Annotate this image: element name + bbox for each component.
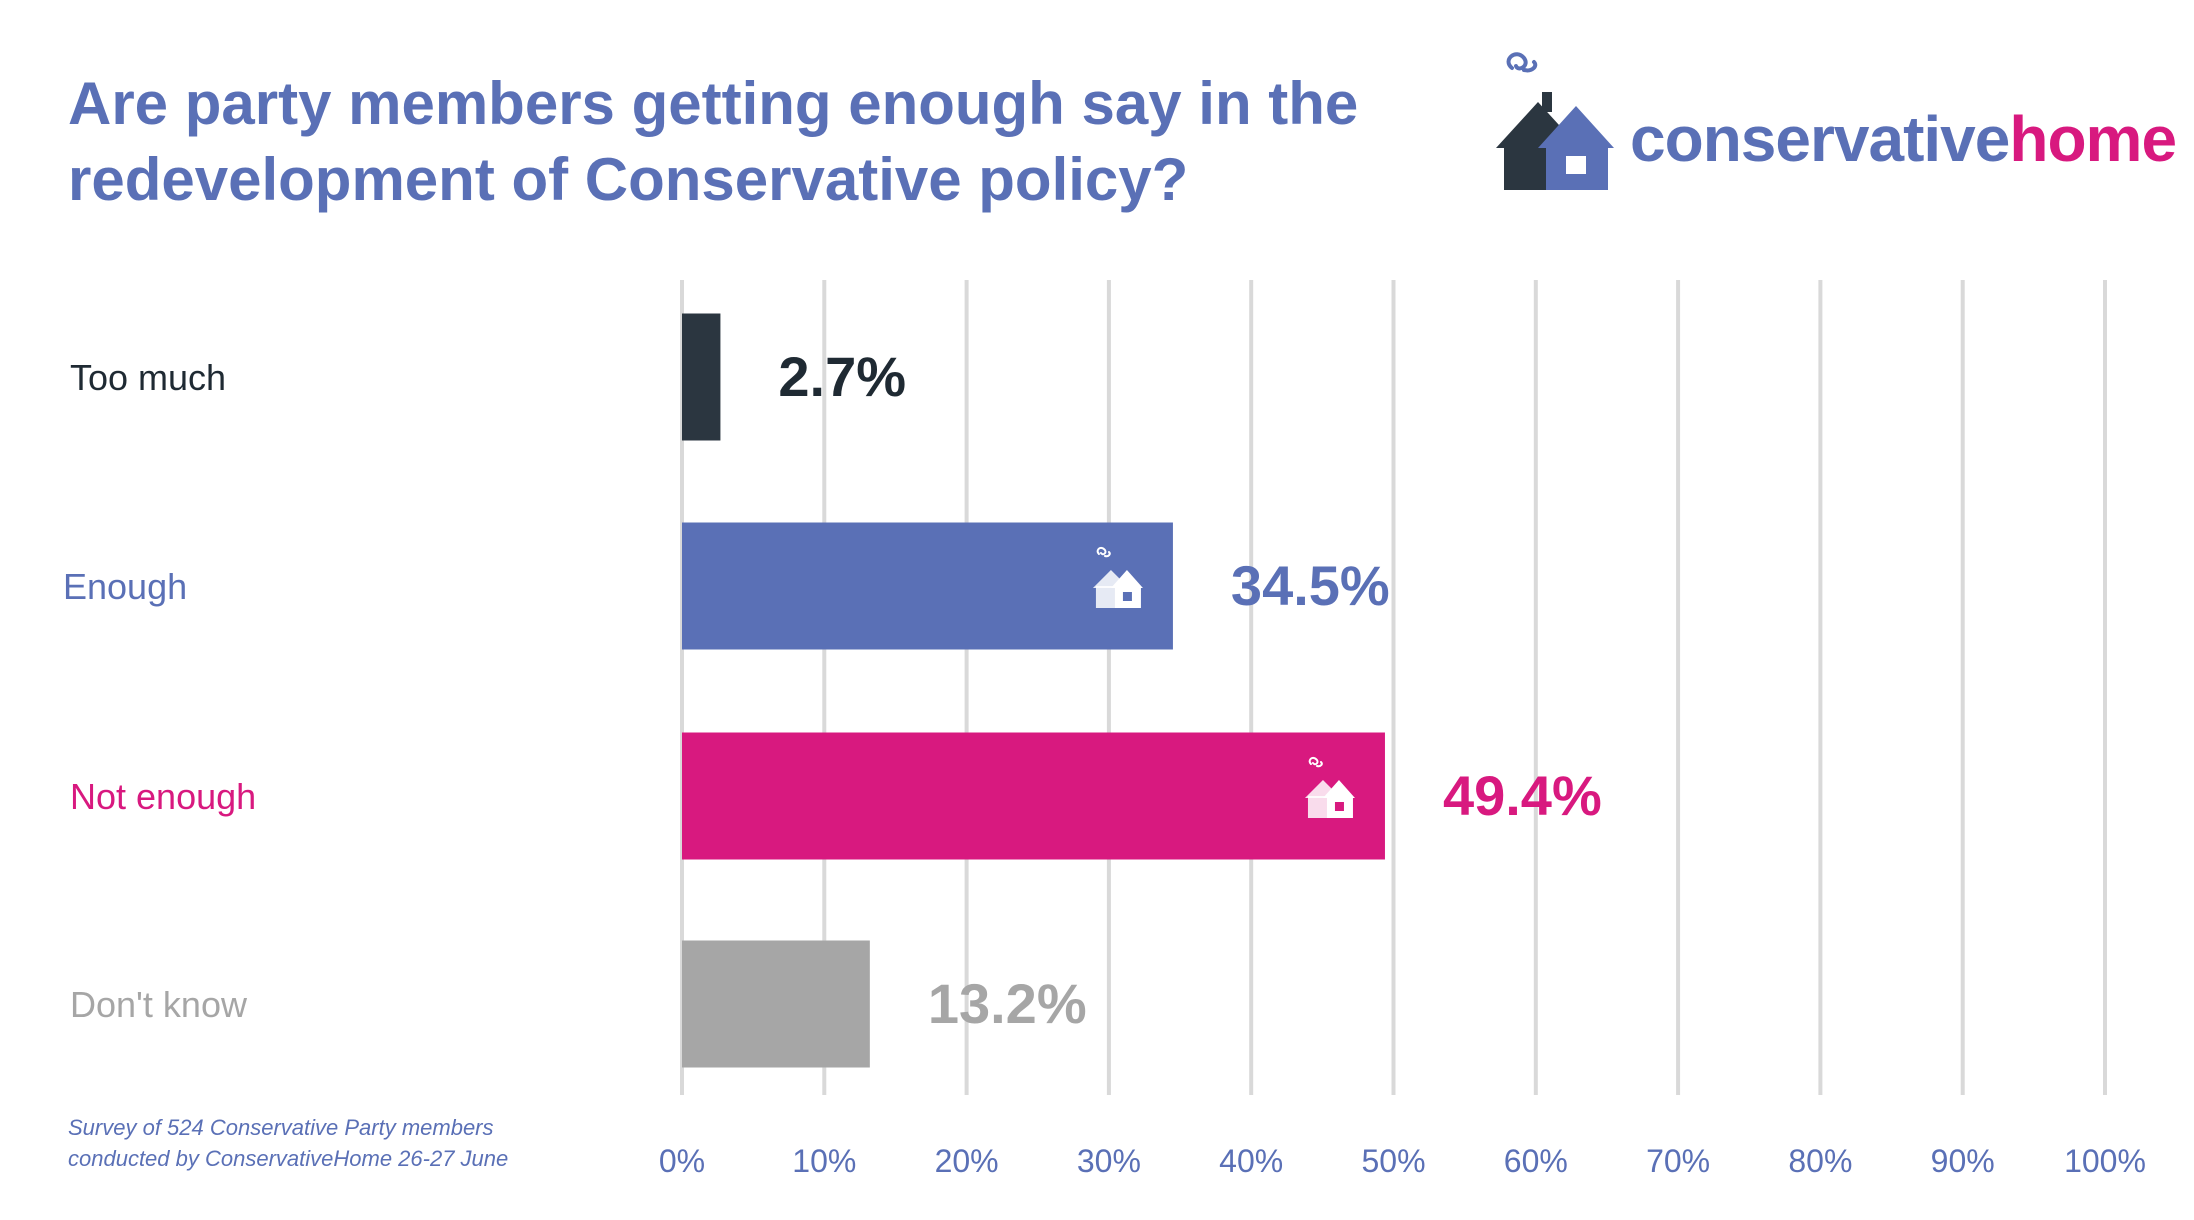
- x-tick-label: 40%: [1219, 1143, 1283, 1179]
- logo-word-conservative: conservative: [1630, 103, 2010, 175]
- footnote-line-1: Survey of 524 Conservative Party members: [68, 1115, 494, 1140]
- chart-title: Are party members getting enough say in …: [68, 66, 1488, 218]
- bar: [682, 732, 1385, 860]
- x-tick-label: 70%: [1646, 1143, 1710, 1179]
- bar: [682, 313, 721, 441]
- title-line-1: Are party members getting enough say in …: [68, 70, 1359, 137]
- x-tick-label: 30%: [1077, 1143, 1141, 1179]
- logo-wordmark: conservativehome: [1630, 102, 2177, 176]
- category-label: Enough: [63, 566, 187, 607]
- x-tick-label: 100%: [2064, 1143, 2146, 1179]
- bar: [682, 940, 870, 1068]
- title-line-2: redevelopment of Conservative policy?: [68, 146, 1189, 213]
- house-icon: [1304, 756, 1355, 818]
- footnote-line-2: conducted by ConservativeHome 26-27 June: [68, 1146, 509, 1171]
- value-label: 34.5%: [1231, 554, 1390, 617]
- category-label: Don't know: [70, 984, 248, 1025]
- value-label: 2.7%: [778, 345, 906, 408]
- bar: [682, 522, 1173, 650]
- x-tick-label: 10%: [792, 1143, 856, 1179]
- x-tick-label: 20%: [935, 1143, 999, 1179]
- house-icon: [1092, 546, 1143, 608]
- conservativehome-logo: conservativehome: [1490, 40, 2177, 200]
- logo-word-home: home: [2009, 103, 2177, 175]
- x-tick-label: 80%: [1788, 1143, 1852, 1179]
- category-label: Too much: [70, 357, 226, 398]
- x-tick-label: 90%: [1931, 1143, 1995, 1179]
- value-label: 49.4%: [1443, 764, 1602, 827]
- x-tick-label: 0%: [659, 1143, 705, 1179]
- value-label: 13.2%: [928, 972, 1087, 1035]
- house-logo-icon: [1496, 52, 1614, 190]
- survey-footnote: Survey of 524 Conservative Party members…: [68, 1112, 508, 1174]
- category-label: Not enough: [70, 776, 256, 817]
- x-tick-label: 60%: [1504, 1143, 1568, 1179]
- x-tick-label: 50%: [1361, 1143, 1425, 1179]
